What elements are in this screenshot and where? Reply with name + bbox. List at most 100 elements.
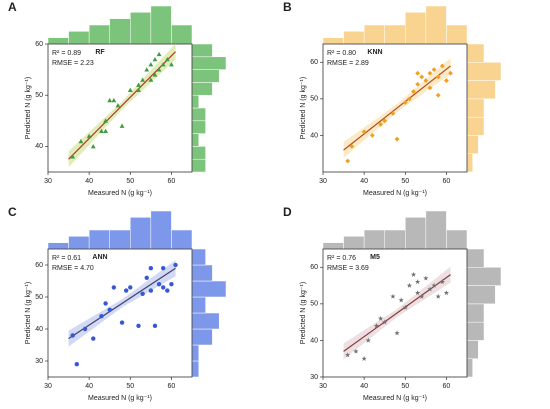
y-tick-label: 30 bbox=[310, 374, 318, 381]
y-tick-label: 50 bbox=[310, 96, 318, 103]
point bbox=[435, 92, 441, 98]
r2-text: R² = 0.61 bbox=[52, 255, 81, 262]
panel-label: D bbox=[283, 205, 292, 219]
point bbox=[414, 290, 421, 296]
right-hist-bar bbox=[466, 98, 485, 118]
point bbox=[165, 288, 170, 293]
point bbox=[127, 87, 133, 92]
fit-line bbox=[343, 65, 451, 151]
point bbox=[353, 348, 359, 354]
x-axis-label: Measured N (g kg⁻¹) bbox=[88, 395, 152, 402]
point bbox=[107, 307, 112, 312]
point bbox=[111, 285, 117, 290]
panel: 30 40 50 60 30 40 50 60 C ANN R² = 0.61 RMSE = 4.70… bbox=[8, 205, 227, 402]
point bbox=[164, 56, 170, 62]
point bbox=[444, 78, 449, 83]
point bbox=[140, 77, 146, 82]
top-hist-bar bbox=[68, 31, 90, 45]
point bbox=[148, 62, 154, 67]
rmse-text: RMSE = 3.69 bbox=[327, 265, 369, 272]
point bbox=[415, 70, 421, 76]
point bbox=[152, 56, 158, 62]
top-hist-bar bbox=[363, 24, 385, 45]
point bbox=[419, 74, 425, 80]
y-axis-label: Predicted N (g kg⁻¹) bbox=[25, 282, 32, 344]
x-axis-label: Measured N (g kg⁻¹) bbox=[363, 190, 427, 197]
point bbox=[402, 304, 408, 310]
top-hist-bar bbox=[384, 24, 406, 45]
point bbox=[435, 293, 441, 299]
top-hist-bar bbox=[150, 5, 172, 45]
right-hist-bar bbox=[191, 296, 206, 314]
point bbox=[410, 271, 417, 277]
point bbox=[443, 290, 450, 296]
right-hist-bar bbox=[466, 358, 473, 378]
x-tick-label: 30 bbox=[319, 383, 327, 390]
point bbox=[427, 85, 433, 91]
point bbox=[345, 158, 351, 164]
right-hist-bar bbox=[191, 107, 206, 122]
point bbox=[419, 293, 425, 299]
point bbox=[361, 355, 367, 361]
top-hist-bar bbox=[109, 18, 131, 45]
point bbox=[103, 301, 108, 306]
point bbox=[423, 275, 429, 281]
point bbox=[115, 103, 121, 108]
point bbox=[103, 118, 108, 123]
x-tick-label: 40 bbox=[85, 383, 93, 390]
top-hist-bar bbox=[150, 210, 172, 250]
x-tick-label: 60 bbox=[168, 383, 176, 390]
y-tick-label: 60 bbox=[35, 262, 43, 269]
point bbox=[82, 326, 88, 332]
top-hist-bar bbox=[88, 229, 110, 250]
point bbox=[99, 128, 104, 133]
top-hist-bar bbox=[363, 229, 385, 250]
point bbox=[373, 323, 380, 329]
x-tick-label: 50 bbox=[126, 383, 134, 390]
y-tick-label: 40 bbox=[310, 337, 318, 344]
point bbox=[345, 352, 351, 358]
point bbox=[136, 87, 141, 92]
point bbox=[152, 323, 158, 328]
right-hist-bar bbox=[466, 303, 485, 323]
x-tick-label: 30 bbox=[44, 383, 52, 390]
right-hist-bar bbox=[191, 56, 227, 70]
right-hist-bar bbox=[191, 69, 220, 83]
model-title: RF bbox=[95, 49, 105, 56]
panel-label: C bbox=[8, 205, 17, 219]
point bbox=[439, 63, 445, 69]
point bbox=[160, 62, 166, 67]
right-hist-bar bbox=[466, 285, 496, 305]
point bbox=[382, 118, 388, 124]
point bbox=[144, 275, 149, 280]
r2-text: R² = 0.80 bbox=[327, 50, 356, 57]
right-hist-bar bbox=[191, 120, 206, 134]
top-hist-bar bbox=[47, 242, 69, 250]
top-hist-bar bbox=[384, 229, 406, 250]
y-tick-label: 60 bbox=[310, 264, 318, 271]
x-tick-label: 40 bbox=[85, 178, 93, 185]
model-title: M5 bbox=[370, 254, 380, 261]
right-hist-bar bbox=[191, 133, 200, 147]
point bbox=[361, 129, 367, 135]
point bbox=[398, 297, 404, 303]
top-hist-bar bbox=[322, 242, 344, 250]
top-hist-bar bbox=[109, 229, 131, 250]
x-tick-label: 60 bbox=[443, 178, 451, 185]
point bbox=[369, 133, 375, 138]
top-hist-bar bbox=[425, 210, 447, 250]
right-hist-bar bbox=[191, 280, 227, 298]
x-tick-label: 50 bbox=[126, 178, 134, 185]
point bbox=[415, 81, 421, 87]
point bbox=[406, 282, 413, 288]
rmse-text: RMSE = 2.89 bbox=[327, 60, 369, 67]
top-hist-bar bbox=[343, 31, 365, 45]
rmse-text: RMSE = 4.70 bbox=[52, 265, 94, 272]
top-hist-bar bbox=[171, 229, 193, 250]
y-tick-label: 50 bbox=[35, 294, 43, 301]
rmse-text: RMSE = 2.23 bbox=[52, 60, 94, 67]
point bbox=[111, 97, 117, 103]
y-tick-label: 40 bbox=[35, 326, 43, 333]
point bbox=[382, 319, 388, 325]
y-axis-label: Predicted N (g kg⁻¹) bbox=[25, 77, 32, 139]
